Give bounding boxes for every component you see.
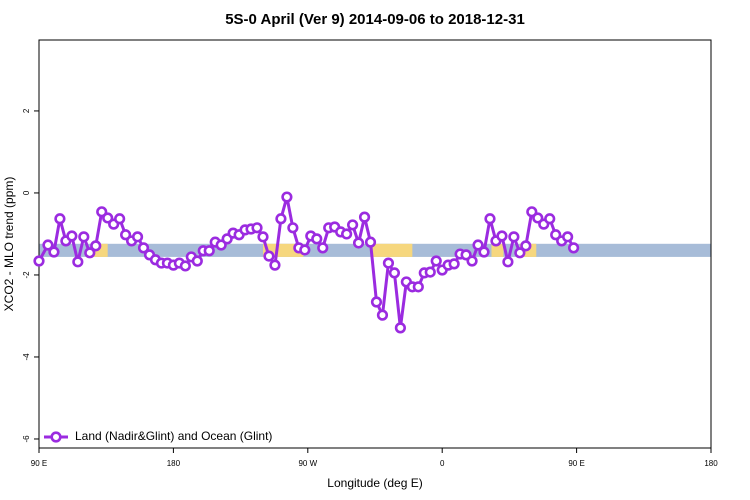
point xyxy=(424,266,436,278)
point xyxy=(179,260,191,272)
x-axis-title: Longitude (deg E) xyxy=(327,476,422,490)
x-tick-label: 180 xyxy=(167,459,181,468)
x-tick-label: 90 E xyxy=(31,459,47,468)
point xyxy=(562,231,574,243)
point xyxy=(508,231,520,243)
point xyxy=(347,219,359,231)
point xyxy=(257,231,269,243)
point xyxy=(263,250,275,262)
point xyxy=(376,309,389,321)
point xyxy=(382,257,395,269)
point xyxy=(430,255,442,267)
x-tick-label: 90 E xyxy=(568,459,584,468)
y-tick-label: 0 xyxy=(22,190,31,195)
point xyxy=(48,246,60,258)
point xyxy=(269,259,281,271)
point xyxy=(84,247,96,259)
point xyxy=(275,213,287,225)
point xyxy=(114,213,126,225)
point xyxy=(358,211,371,223)
point xyxy=(299,244,311,256)
point xyxy=(137,242,150,254)
point xyxy=(54,213,66,225)
point xyxy=(466,255,478,267)
point xyxy=(520,240,532,252)
y-tick-label: -6 xyxy=(22,435,31,443)
point xyxy=(478,246,490,258)
y-axis-title: XCO2 - MLO trend (ppm) xyxy=(2,177,16,312)
point xyxy=(281,191,293,203)
point xyxy=(311,233,323,245)
point xyxy=(472,239,484,251)
point xyxy=(42,239,54,251)
point xyxy=(66,230,78,242)
point xyxy=(496,230,508,242)
point xyxy=(287,222,299,234)
point xyxy=(72,256,84,268)
x-tick-label: 180 xyxy=(704,459,718,468)
plot-frame xyxy=(38,39,712,449)
point xyxy=(544,213,556,225)
point xyxy=(33,255,45,267)
point xyxy=(203,245,215,257)
point xyxy=(131,231,144,243)
y-tick-label: 2 xyxy=(22,108,31,113)
point xyxy=(352,237,365,249)
point xyxy=(388,267,401,279)
y-tick-label: -4 xyxy=(22,353,31,361)
point xyxy=(568,242,580,254)
point xyxy=(448,258,460,270)
point xyxy=(341,228,353,240)
point xyxy=(251,222,263,234)
y-tick-label: -2 xyxy=(22,271,31,279)
point xyxy=(78,231,90,243)
legend-label: Land (Nadir&Glint) and Ocean (Glint) xyxy=(75,429,272,443)
point xyxy=(90,240,102,252)
point xyxy=(364,236,377,248)
legend-marker xyxy=(50,431,62,443)
point xyxy=(191,255,203,267)
point xyxy=(502,256,514,268)
point xyxy=(317,242,329,254)
point xyxy=(484,213,496,225)
x-tick-label: 0 xyxy=(440,459,445,468)
point xyxy=(514,247,526,259)
point xyxy=(394,322,406,334)
point xyxy=(370,296,383,308)
land-band xyxy=(491,243,504,257)
chart-title: 5S-0 April (Ver 9) 2014-09-06 to 2018-12… xyxy=(225,11,525,28)
x-tick-label: 90 W xyxy=(298,459,317,468)
point xyxy=(412,281,424,293)
land-band xyxy=(372,243,413,257)
